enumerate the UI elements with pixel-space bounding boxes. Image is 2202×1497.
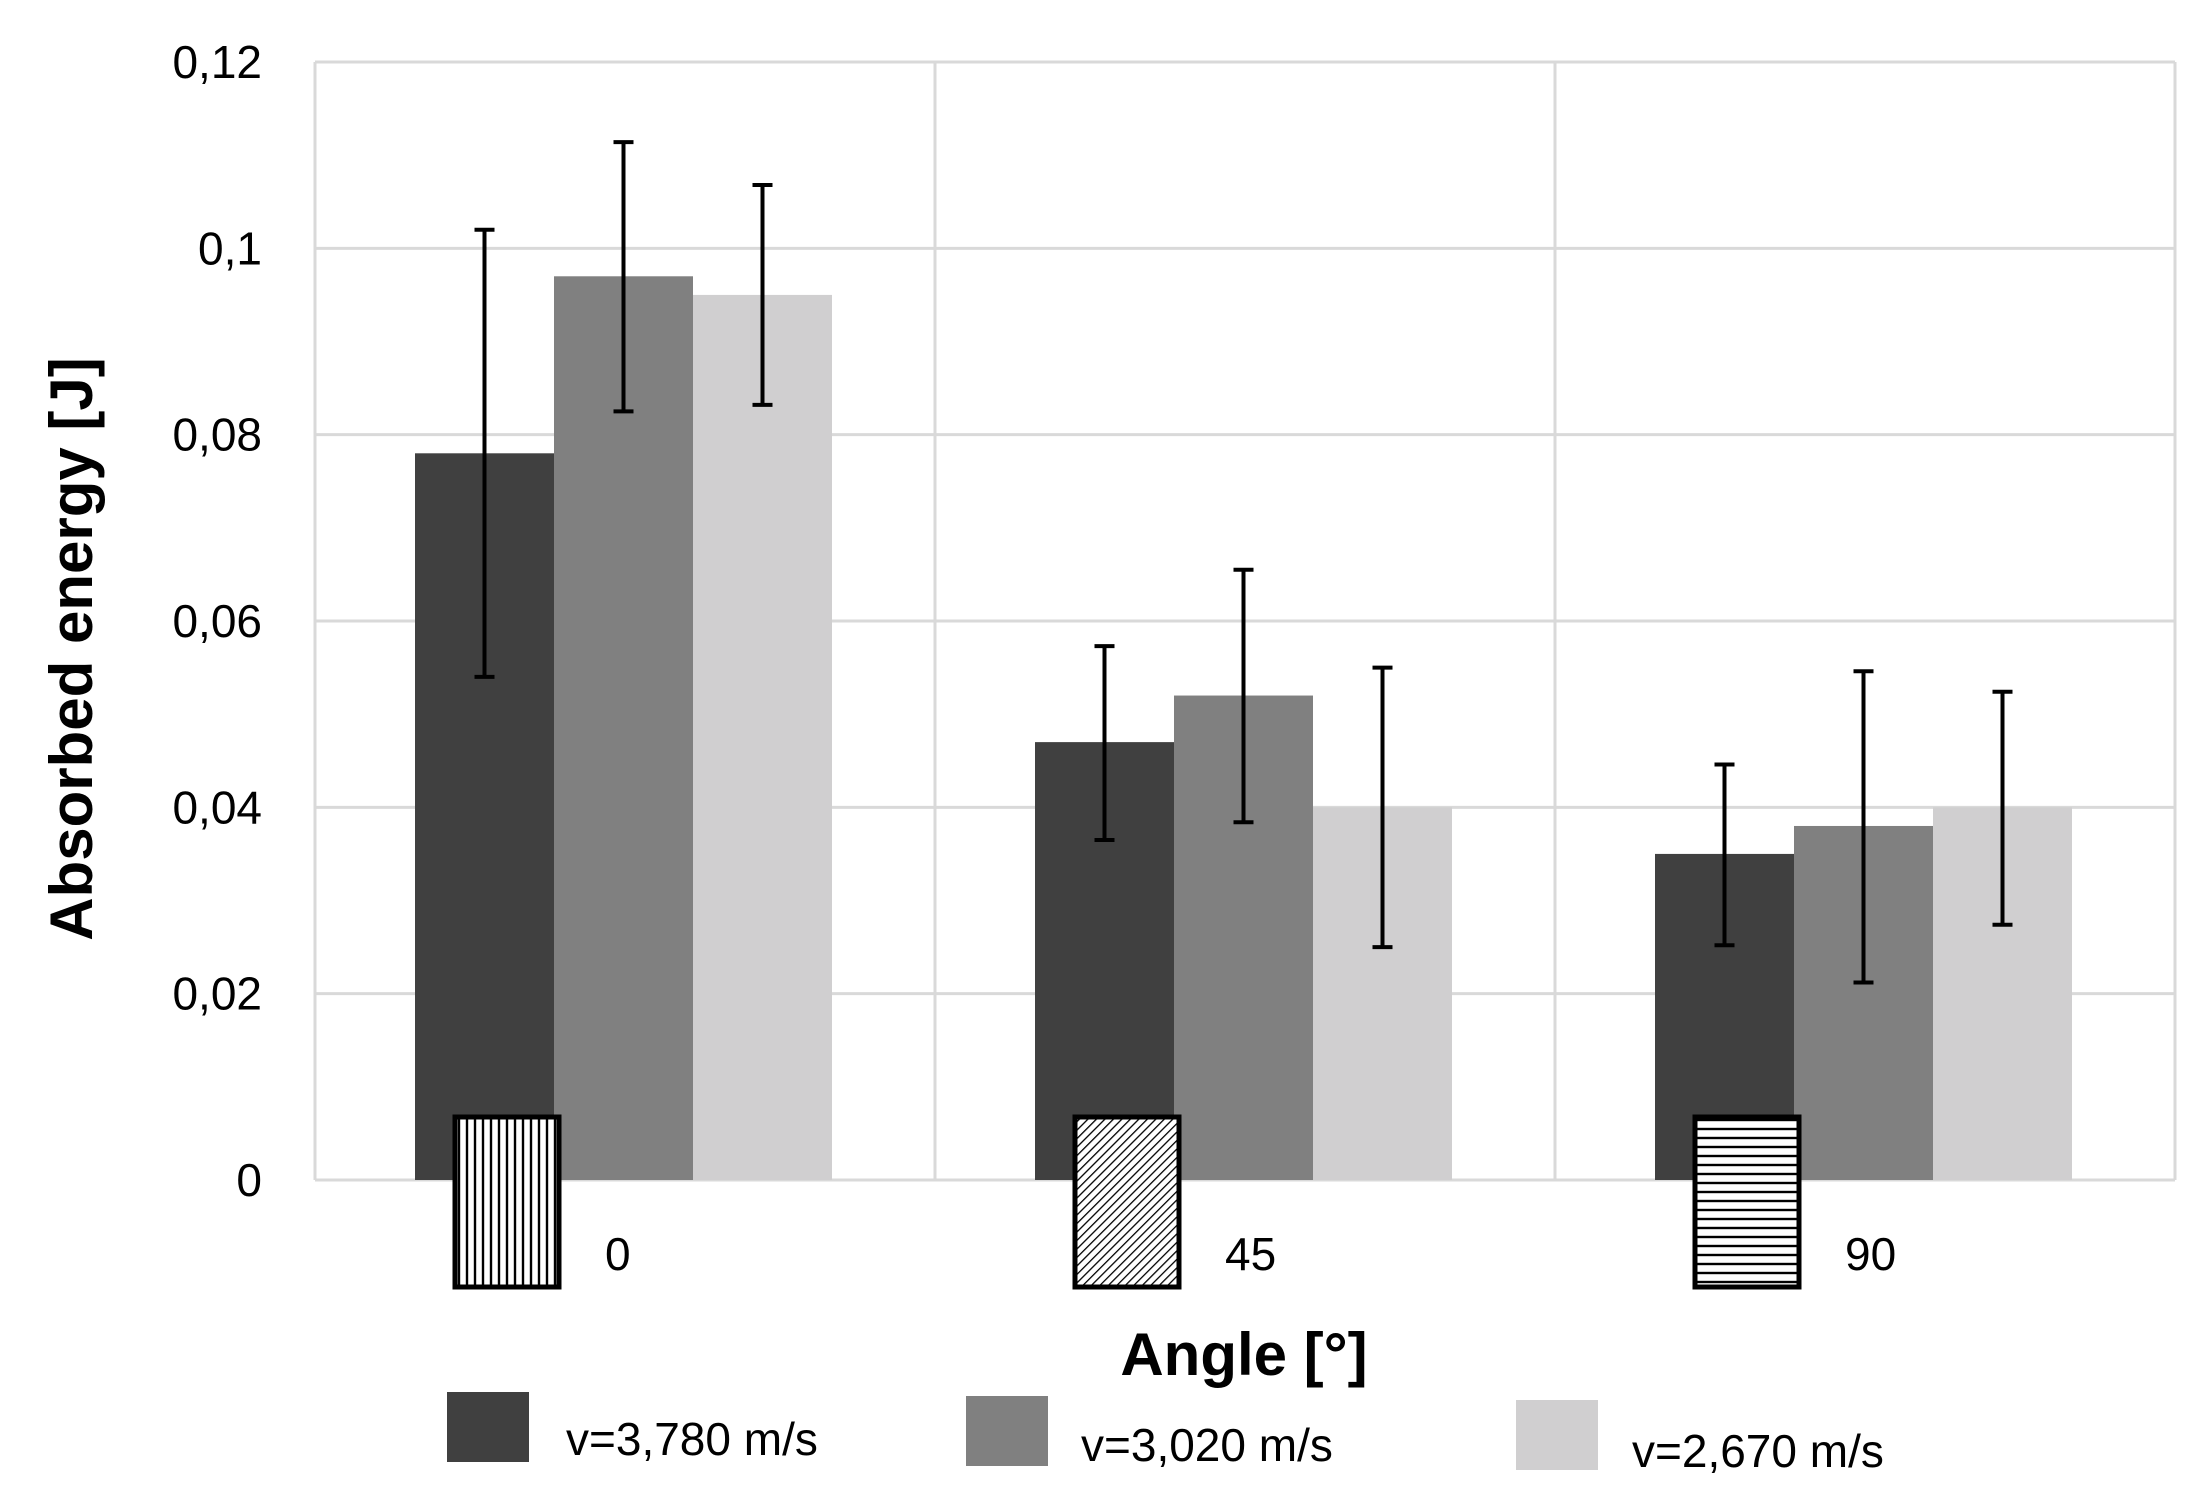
y-tick-label: 0,06 — [172, 595, 262, 647]
x-axis-ticks: 0 45 90 — [452, 1114, 1896, 1290]
x-axis-title: Angle [°] — [1120, 1321, 1367, 1388]
orientation-swatch-45 — [1072, 1114, 1182, 1290]
error-bars — [474, 140, 2013, 985]
y-tick-label: 0,12 — [172, 36, 262, 88]
x-tick-label: 90 — [1845, 1228, 1896, 1280]
legend-swatch-2 — [966, 1396, 1048, 1466]
x-tick-label: 0 — [605, 1228, 631, 1280]
y-tick-label: 0,1 — [198, 222, 262, 274]
bar-0-series-3 — [693, 294, 832, 1181]
legend: v=3,780 m/s v=3,020 m/s v=2,670 m/s — [447, 1392, 1884, 1477]
legend-swatch-1 — [447, 1392, 529, 1462]
orientation-swatch-0 — [452, 1114, 562, 1290]
y-axis-title: Absorbed energy [J] — [38, 357, 105, 940]
legend-swatch-3 — [1516, 1400, 1598, 1470]
bar-0-series-2 — [554, 276, 693, 1180]
y-axis-ticks: 0 0,02 0,04 0,06 0,08 0,1 0,12 — [172, 36, 262, 1206]
legend-label-2: v=3,020 m/s — [1081, 1419, 1333, 1471]
y-tick-label: 0 — [236, 1154, 262, 1206]
bars — [415, 276, 2072, 1181]
x-tick-label: 45 — [1225, 1228, 1276, 1280]
y-tick-label: 0,08 — [172, 409, 262, 461]
y-tick-label: 0,04 — [172, 781, 262, 833]
orientation-swatch-90 — [1692, 1114, 1802, 1290]
legend-label-1: v=3,780 m/s — [566, 1413, 818, 1465]
legend-label-3: v=2,670 m/s — [1632, 1425, 1884, 1477]
y-tick-label: 0,02 — [172, 968, 262, 1020]
